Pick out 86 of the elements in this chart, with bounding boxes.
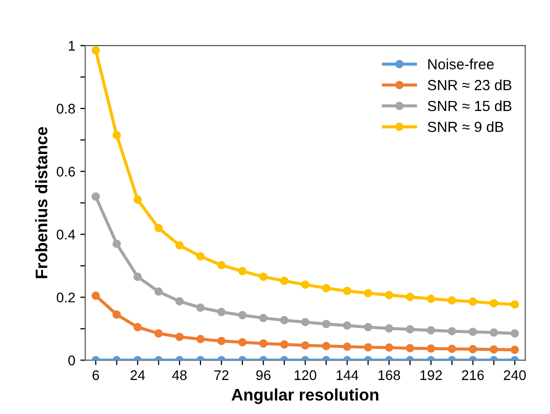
point bbox=[92, 46, 100, 54]
point bbox=[364, 343, 372, 352]
point bbox=[342, 321, 352, 330]
point bbox=[217, 260, 226, 270]
point bbox=[490, 328, 498, 337]
point bbox=[342, 342, 352, 351]
point bbox=[384, 290, 394, 300]
point bbox=[490, 345, 498, 354]
x-tick-label: 48 bbox=[172, 370, 187, 380]
x-tick-label: 120 bbox=[294, 370, 316, 380]
point bbox=[342, 286, 352, 296]
x-tick-label: 216 bbox=[462, 370, 484, 380]
point bbox=[448, 344, 456, 354]
point bbox=[154, 287, 163, 296]
point bbox=[133, 272, 142, 281]
point bbox=[175, 332, 184, 342]
point bbox=[364, 322, 372, 332]
point bbox=[406, 325, 414, 334]
point bbox=[196, 252, 205, 261]
point bbox=[426, 294, 436, 303]
point bbox=[217, 308, 226, 316]
legend-label: SNR ≈ 9 dB bbox=[428, 121, 504, 132]
point bbox=[406, 292, 414, 302]
x-tick-label: 240 bbox=[504, 370, 526, 380]
y-tick-label: 0.4 bbox=[56, 230, 76, 240]
point bbox=[448, 327, 456, 336]
point bbox=[448, 296, 456, 305]
point bbox=[468, 345, 478, 354]
point bbox=[510, 329, 519, 338]
y-tick-label: 0 bbox=[68, 356, 75, 366]
point bbox=[133, 322, 142, 332]
point bbox=[406, 344, 414, 352]
point bbox=[217, 336, 226, 346]
x-tick-label: 168 bbox=[378, 370, 400, 380]
y-axis-title: Frobenius distance bbox=[35, 127, 48, 278]
point bbox=[112, 240, 121, 248]
point bbox=[322, 284, 330, 292]
point bbox=[490, 299, 498, 308]
point bbox=[133, 196, 142, 204]
point bbox=[259, 314, 268, 322]
point bbox=[301, 341, 310, 350]
point bbox=[112, 310, 121, 319]
point bbox=[238, 266, 247, 276]
point bbox=[364, 288, 372, 298]
point bbox=[92, 292, 100, 300]
point bbox=[196, 334, 205, 344]
point bbox=[196, 303, 205, 312]
legend-label: SNR ≈ 15 dB bbox=[428, 100, 512, 112]
point bbox=[301, 318, 310, 326]
point bbox=[112, 131, 121, 140]
x-tick-label: 24 bbox=[130, 370, 145, 380]
x-tick-label: 96 bbox=[256, 370, 270, 380]
point bbox=[384, 324, 394, 333]
y-tick-label: 1 bbox=[68, 41, 75, 51]
point bbox=[259, 272, 268, 281]
point bbox=[468, 297, 478, 306]
y-tick-label: 0.8 bbox=[56, 104, 75, 114]
point bbox=[175, 297, 184, 306]
point bbox=[322, 320, 330, 328]
point bbox=[384, 343, 394, 352]
point bbox=[238, 338, 247, 346]
point bbox=[468, 328, 478, 336]
point bbox=[175, 241, 184, 250]
y-tick-label: 0.6 bbox=[56, 166, 75, 177]
point bbox=[510, 346, 519, 354]
x-axis-title: Angular resolution bbox=[232, 388, 378, 404]
point bbox=[426, 344, 436, 353]
point bbox=[280, 340, 288, 349]
x-tick-label: 192 bbox=[420, 370, 442, 380]
x-tick-label: 72 bbox=[214, 370, 228, 380]
x-tick-label: 6 bbox=[92, 370, 99, 380]
legend-label: Noise-free bbox=[428, 58, 494, 70]
point bbox=[259, 339, 268, 348]
point bbox=[280, 276, 288, 286]
point bbox=[510, 300, 519, 309]
point bbox=[280, 316, 288, 324]
y-tick-label: 0.2 bbox=[56, 292, 75, 302]
point bbox=[238, 311, 247, 320]
point bbox=[301, 280, 310, 289]
x-tick-label: 144 bbox=[336, 370, 358, 380]
point bbox=[154, 224, 163, 232]
legend-label: SNR ≈ 23 dB bbox=[428, 80, 512, 90]
point bbox=[92, 192, 100, 201]
point bbox=[322, 342, 330, 350]
point bbox=[154, 329, 163, 338]
point bbox=[426, 326, 436, 334]
